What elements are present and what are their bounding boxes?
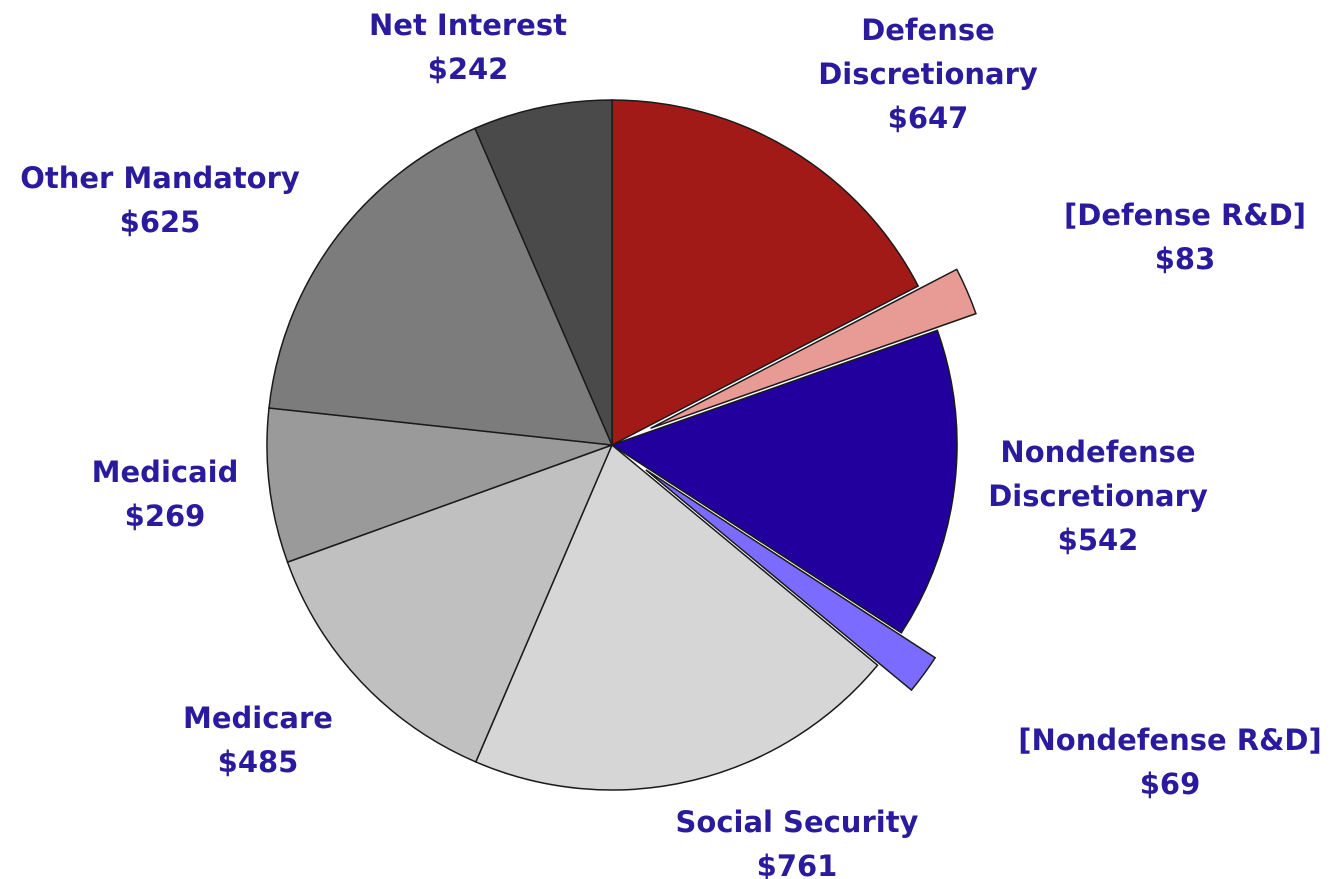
slice-defense-discretionary: [611, 99, 920, 447]
label-line: Net Interest: [369, 8, 567, 42]
label-nondefense-r-d: [Nondefense R&D] $69: [1018, 723, 1321, 801]
label-line: Discretionary: [818, 57, 1038, 91]
label-line: $485: [218, 745, 299, 779]
slice-medicare: [286, 443, 614, 763]
label-other-mandatory: Other Mandatory $625: [20, 161, 300, 239]
label-medicare: Medicare $485: [183, 701, 333, 779]
label-line: $269: [125, 499, 206, 533]
label-line: Medicaid: [92, 455, 239, 489]
slice-medicaid: [266, 407, 613, 564]
label-line: Discretionary: [988, 479, 1208, 513]
label-line: Other Mandatory: [20, 161, 300, 195]
label-line: $542: [1058, 523, 1139, 557]
label-line: $83: [1155, 242, 1216, 276]
label-medicaid: Medicaid $269: [92, 455, 239, 533]
slice-nondefense-discretionary: [610, 329, 958, 634]
label-line: Social Security: [676, 805, 919, 839]
label-defense-discretionary: Defense Discretionary $647: [818, 13, 1038, 135]
label-line: [Defense R&D]: [1064, 198, 1306, 232]
label-social-security: Social Security $761: [676, 805, 919, 879]
label-net-interest: Net Interest $242: [369, 8, 567, 86]
slice-labels: Defense Discretionary $647 [Defense R&D] $83…: [20, 8, 1322, 879]
slice-nondefense-r-d: [645, 469, 937, 692]
label-line: $69: [1140, 767, 1201, 801]
slice-other-mandatory: [268, 127, 614, 446]
label-nondefense-discretionary: Nondefense Discretionary $542: [988, 435, 1208, 557]
label-defense-r-d: [Defense R&D] $83: [1064, 198, 1306, 276]
label-line: $761: [757, 849, 838, 879]
label-line: [Nondefense R&D]: [1018, 723, 1321, 757]
label-line: Medicare: [183, 701, 333, 735]
pie-slices: [266, 99, 977, 791]
slice-net-interest: [473, 99, 613, 446]
label-line: $647: [888, 101, 969, 135]
slice-defense-r-d: [650, 268, 977, 430]
label-line: $625: [120, 205, 201, 239]
label-line: Defense: [861, 13, 995, 47]
label-line: $242: [428, 52, 509, 86]
slice-social-security: [474, 443, 879, 791]
label-line: Nondefense: [1000, 435, 1195, 469]
